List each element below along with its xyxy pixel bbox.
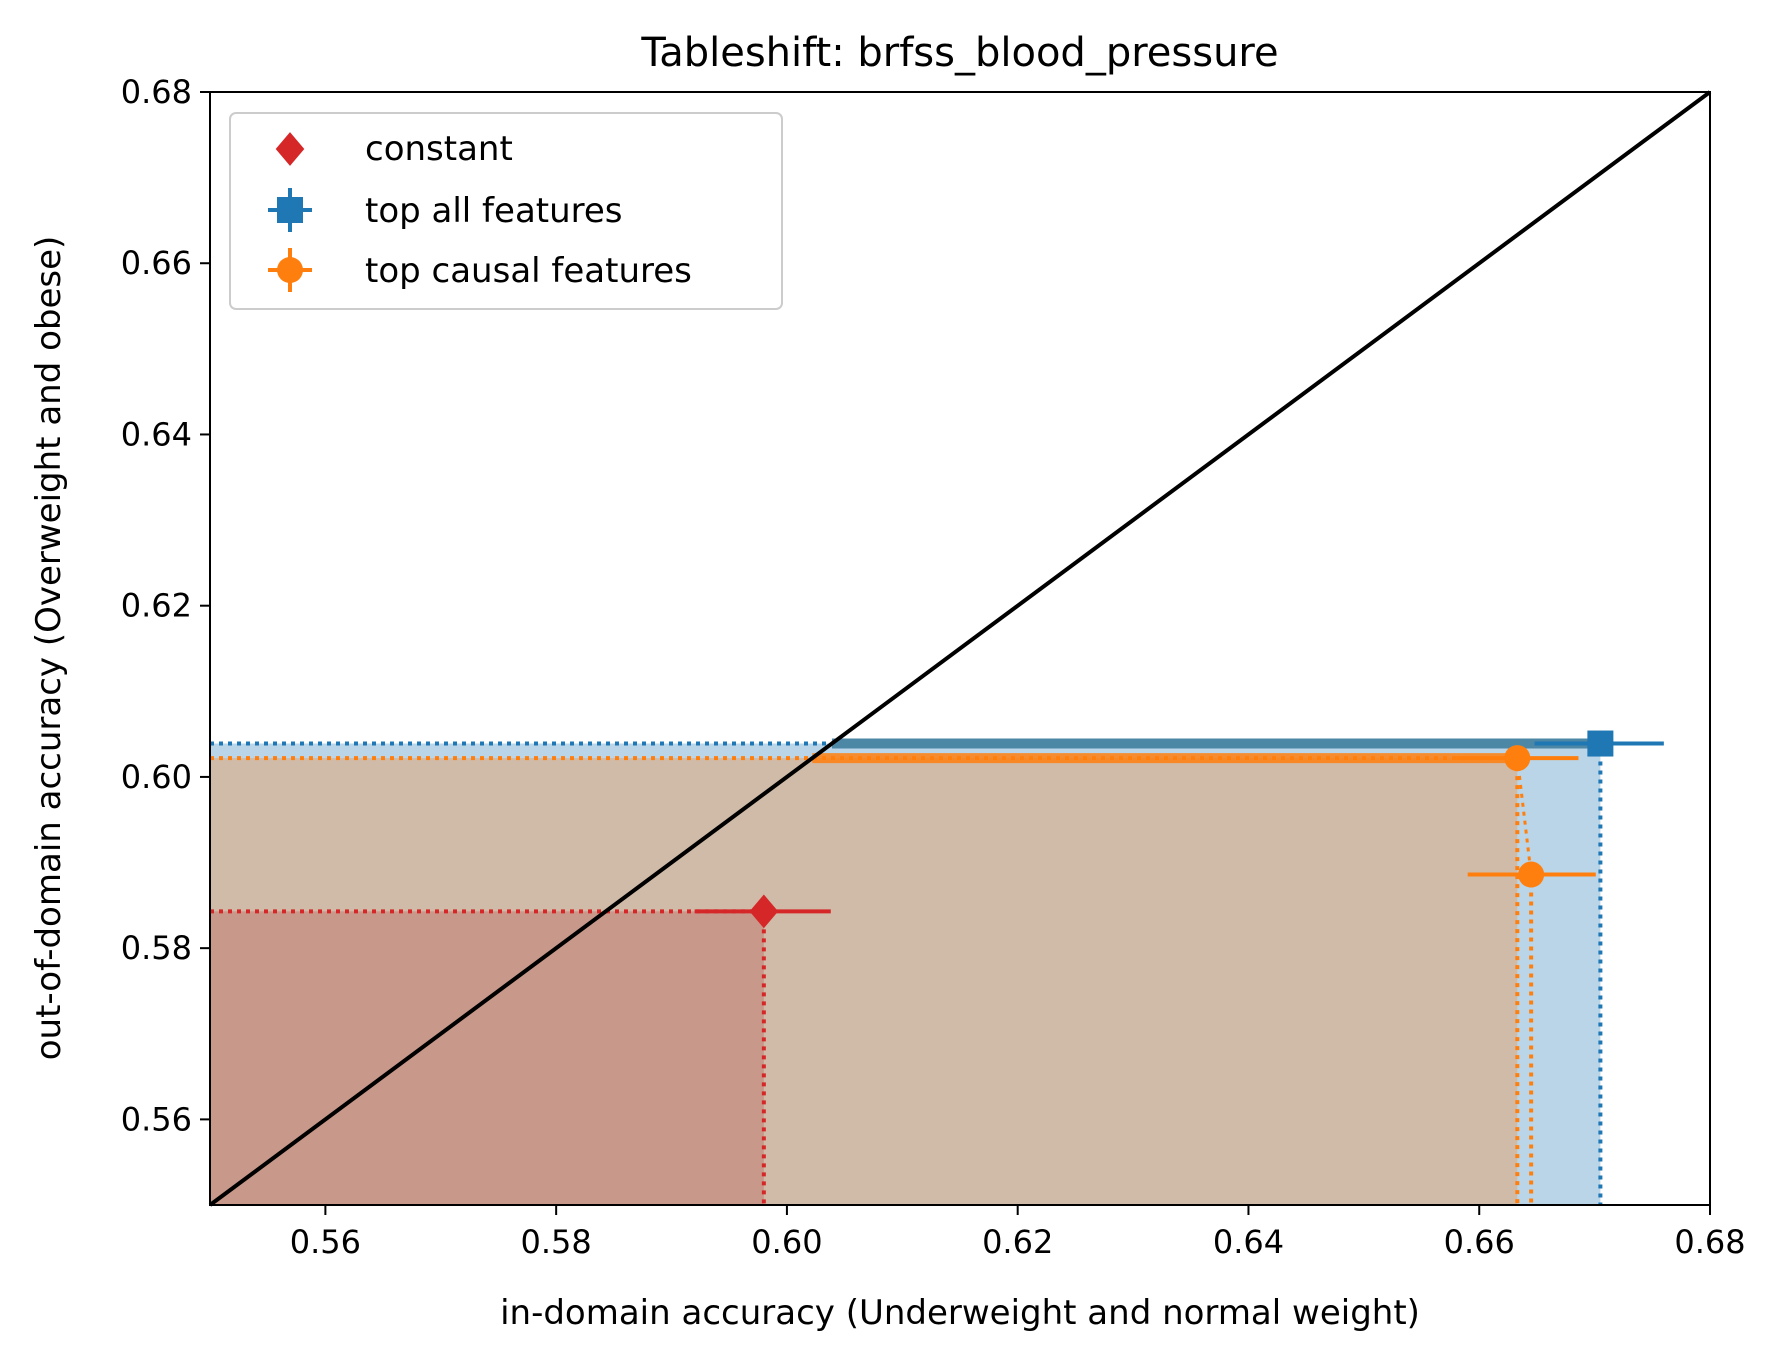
y-tick-label: 0.66 xyxy=(121,244,192,282)
marker-circle xyxy=(1504,745,1531,772)
legend-symbols xyxy=(268,132,312,292)
diagonal-line xyxy=(208,90,1712,1207)
y-tick-label: 0.56 xyxy=(121,1100,192,1138)
point-2-0 xyxy=(1456,745,1579,772)
y-axis-ticks: 0.56 0.58 0.60 0.62 0.64 0.66 0.68 xyxy=(121,73,210,1138)
marker-circle xyxy=(1518,861,1545,888)
x-axis-label: in-domain accuracy (Underweight and norm… xyxy=(500,1293,1420,1333)
point-1-0 xyxy=(1534,730,1664,757)
legend-marker xyxy=(277,257,303,283)
x-tick-label: 0.66 xyxy=(1444,1223,1515,1261)
marker-diamond xyxy=(749,894,779,929)
y-tick-label: 0.60 xyxy=(121,758,192,796)
legend-symbol-square xyxy=(268,188,312,232)
legend-label-top-causal-features: top causal features xyxy=(365,251,692,291)
data-marks xyxy=(694,730,1664,929)
legend-marker xyxy=(277,197,303,223)
legend-symbol-circle xyxy=(268,248,312,292)
causal-connector xyxy=(1515,757,1533,875)
x-tick-label: 0.60 xyxy=(751,1223,822,1261)
x-tick-label: 0.68 xyxy=(1674,1223,1745,1261)
legend-label-top-all-features: top all features xyxy=(365,191,623,231)
reference-lines xyxy=(208,90,1712,1207)
legend-marker xyxy=(275,132,305,166)
x-tick-label: 0.62 xyxy=(982,1223,1053,1261)
chart-title: Tableshift: brfss_blood_pressure xyxy=(640,30,1278,76)
marker-square xyxy=(1587,730,1614,757)
legend-frame xyxy=(229,112,783,310)
y-tick-label: 0.58 xyxy=(121,929,192,967)
x-axis-ticks: 0.56 0.58 0.60 0.62 0.64 0.66 0.68 xyxy=(290,1205,1746,1261)
x-tick-label: 0.58 xyxy=(521,1223,592,1261)
y-axis-label: out-of-domain accuracy (Overweight and o… xyxy=(29,236,69,1061)
x-tick-label: 0.64 xyxy=(1213,1223,1284,1261)
legend-symbol-diamond xyxy=(275,132,305,166)
plot-frame xyxy=(209,91,1711,1206)
legend-label-constant: constant xyxy=(365,129,513,169)
point-2-1 xyxy=(1467,861,1596,888)
y-tick-label: 0.64 xyxy=(121,415,192,453)
x-tick-label: 0.56 xyxy=(290,1223,361,1261)
legend: constant top all features top causal fea… xyxy=(229,112,783,310)
point-0-0 xyxy=(694,894,831,929)
y-tick-label: 0.68 xyxy=(121,73,192,111)
region-fills xyxy=(210,743,1601,1205)
y-tick-label: 0.62 xyxy=(121,587,192,625)
region-constant xyxy=(210,911,764,1205)
